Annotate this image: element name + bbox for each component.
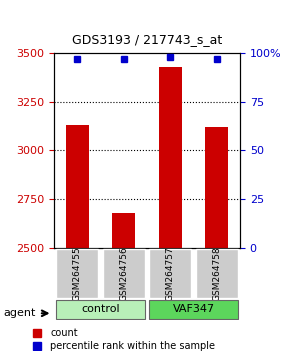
Text: GDS3193 / 217743_s_at: GDS3193 / 217743_s_at [72,33,222,46]
Text: VAF347: VAF347 [172,304,214,314]
FancyBboxPatch shape [103,249,145,298]
Text: GSM264757: GSM264757 [166,246,175,301]
Text: GSM264756: GSM264756 [119,246,128,301]
Text: count: count [50,328,78,338]
Bar [66,125,89,248]
Bar [205,127,228,248]
FancyBboxPatch shape [56,299,145,319]
FancyBboxPatch shape [56,249,98,298]
Text: GSM264755: GSM264755 [73,246,82,301]
Text: GSM264758: GSM264758 [212,246,221,301]
Bar [159,67,182,248]
Bar [112,213,135,248]
Text: control: control [81,304,120,314]
Text: percentile rank within the sample: percentile rank within the sample [50,341,215,350]
Text: agent: agent [3,308,35,318]
FancyBboxPatch shape [196,249,238,298]
FancyBboxPatch shape [149,299,238,319]
FancyBboxPatch shape [149,249,191,298]
